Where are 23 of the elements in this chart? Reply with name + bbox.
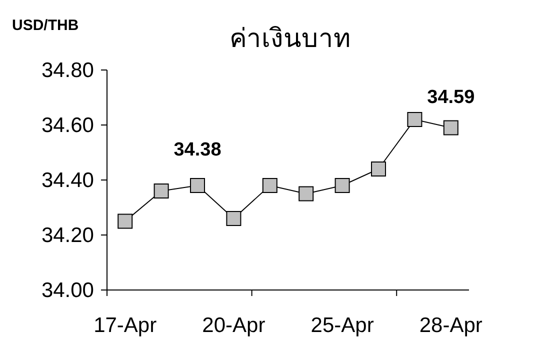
point xyxy=(262,178,278,193)
point xyxy=(407,112,422,127)
data-label: 34.59 xyxy=(427,86,475,108)
y-tick-label: 34.60 xyxy=(41,114,94,137)
chart-title: ค่าเงินบาท xyxy=(230,23,350,53)
y-tick-label: 34.40 xyxy=(41,169,94,192)
point xyxy=(118,214,133,229)
x-tick-label: 17-Apr xyxy=(94,314,157,337)
x-tick-label: 28-Apr xyxy=(419,314,482,337)
y-tick-label: 34.20 xyxy=(41,224,94,247)
point xyxy=(154,184,169,198)
point xyxy=(226,211,242,226)
y-tick-label: 34.00 xyxy=(41,279,94,302)
x-tick-label: 25-Apr xyxy=(310,314,374,337)
point xyxy=(298,186,314,202)
point xyxy=(334,178,350,193)
data-label: 34.38 xyxy=(174,140,222,160)
point xyxy=(371,162,386,176)
point xyxy=(443,120,458,136)
y-axis-title: USD/THB xyxy=(12,17,79,34)
point xyxy=(190,178,205,193)
x-tick-label: 20-Apr xyxy=(202,314,266,337)
y-tick-label: 34.80 xyxy=(41,59,94,82)
